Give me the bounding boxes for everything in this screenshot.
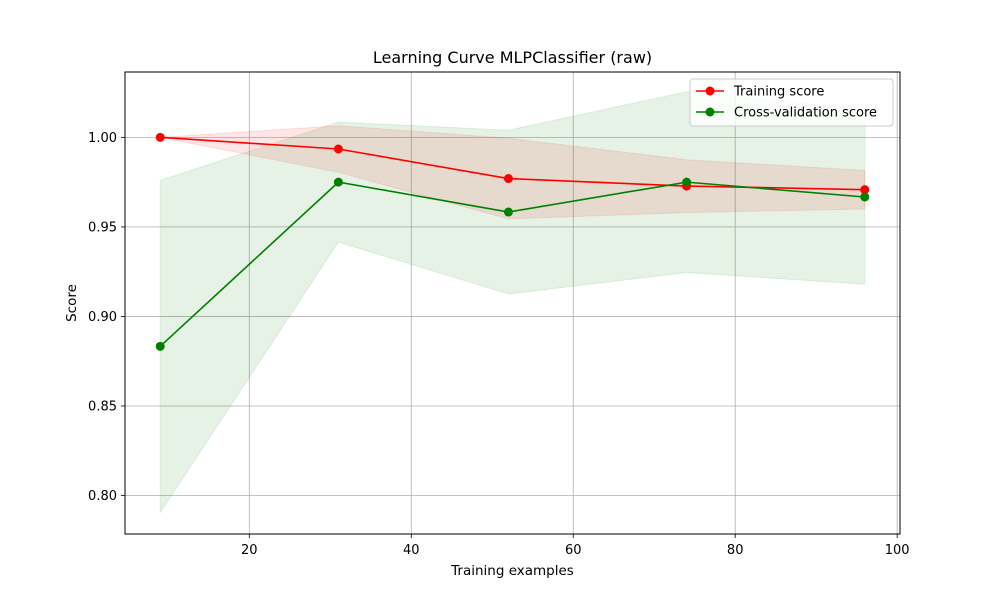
legend-entries: Training score Cross-validation score	[696, 85, 877, 121]
x-axis-label: Training examples	[450, 563, 574, 579]
x-tick-label: 60	[565, 543, 582, 558]
legend-swatch-marker	[705, 107, 715, 117]
confidence-band	[159, 91, 866, 515]
data-point	[682, 177, 692, 187]
legend-label: Training score	[733, 85, 824, 100]
x-tick-label: 20	[241, 543, 258, 558]
legend-label: Cross-validation score	[734, 106, 877, 121]
data-point	[860, 185, 870, 195]
data-point	[155, 341, 165, 351]
grid	[125, 72, 900, 534]
legend-box	[689, 78, 894, 127]
data-point	[503, 207, 513, 217]
series-markers	[155, 132, 870, 351]
y-tick-label: 0.80	[88, 489, 117, 504]
data-point	[333, 177, 343, 187]
axis-ticks: 20 40 60 80 100 0.80 0.85 0.90 0.95 1.00	[88, 131, 910, 558]
data-point	[333, 144, 343, 154]
plot-frame	[124, 71, 901, 535]
legend-swatch-marker	[705, 86, 715, 96]
y-tick-label: 0.95	[88, 220, 117, 235]
legend: Training score Cross-validation score	[689, 78, 894, 127]
x-tick-label: 40	[403, 543, 420, 558]
y-tick-label: 1.00	[88, 131, 117, 146]
x-tick-label: 80	[727, 543, 744, 558]
y-tick-label: 0.85	[88, 399, 117, 414]
data-point	[503, 174, 513, 184]
chart-title: Learning Curve MLPClassifier (raw)	[373, 48, 652, 67]
x-tick-label: 100	[885, 543, 910, 558]
y-axis-label: Score	[64, 284, 80, 322]
data-point	[155, 132, 165, 142]
y-tick-label: 0.90	[88, 310, 117, 325]
data-point	[860, 192, 870, 202]
